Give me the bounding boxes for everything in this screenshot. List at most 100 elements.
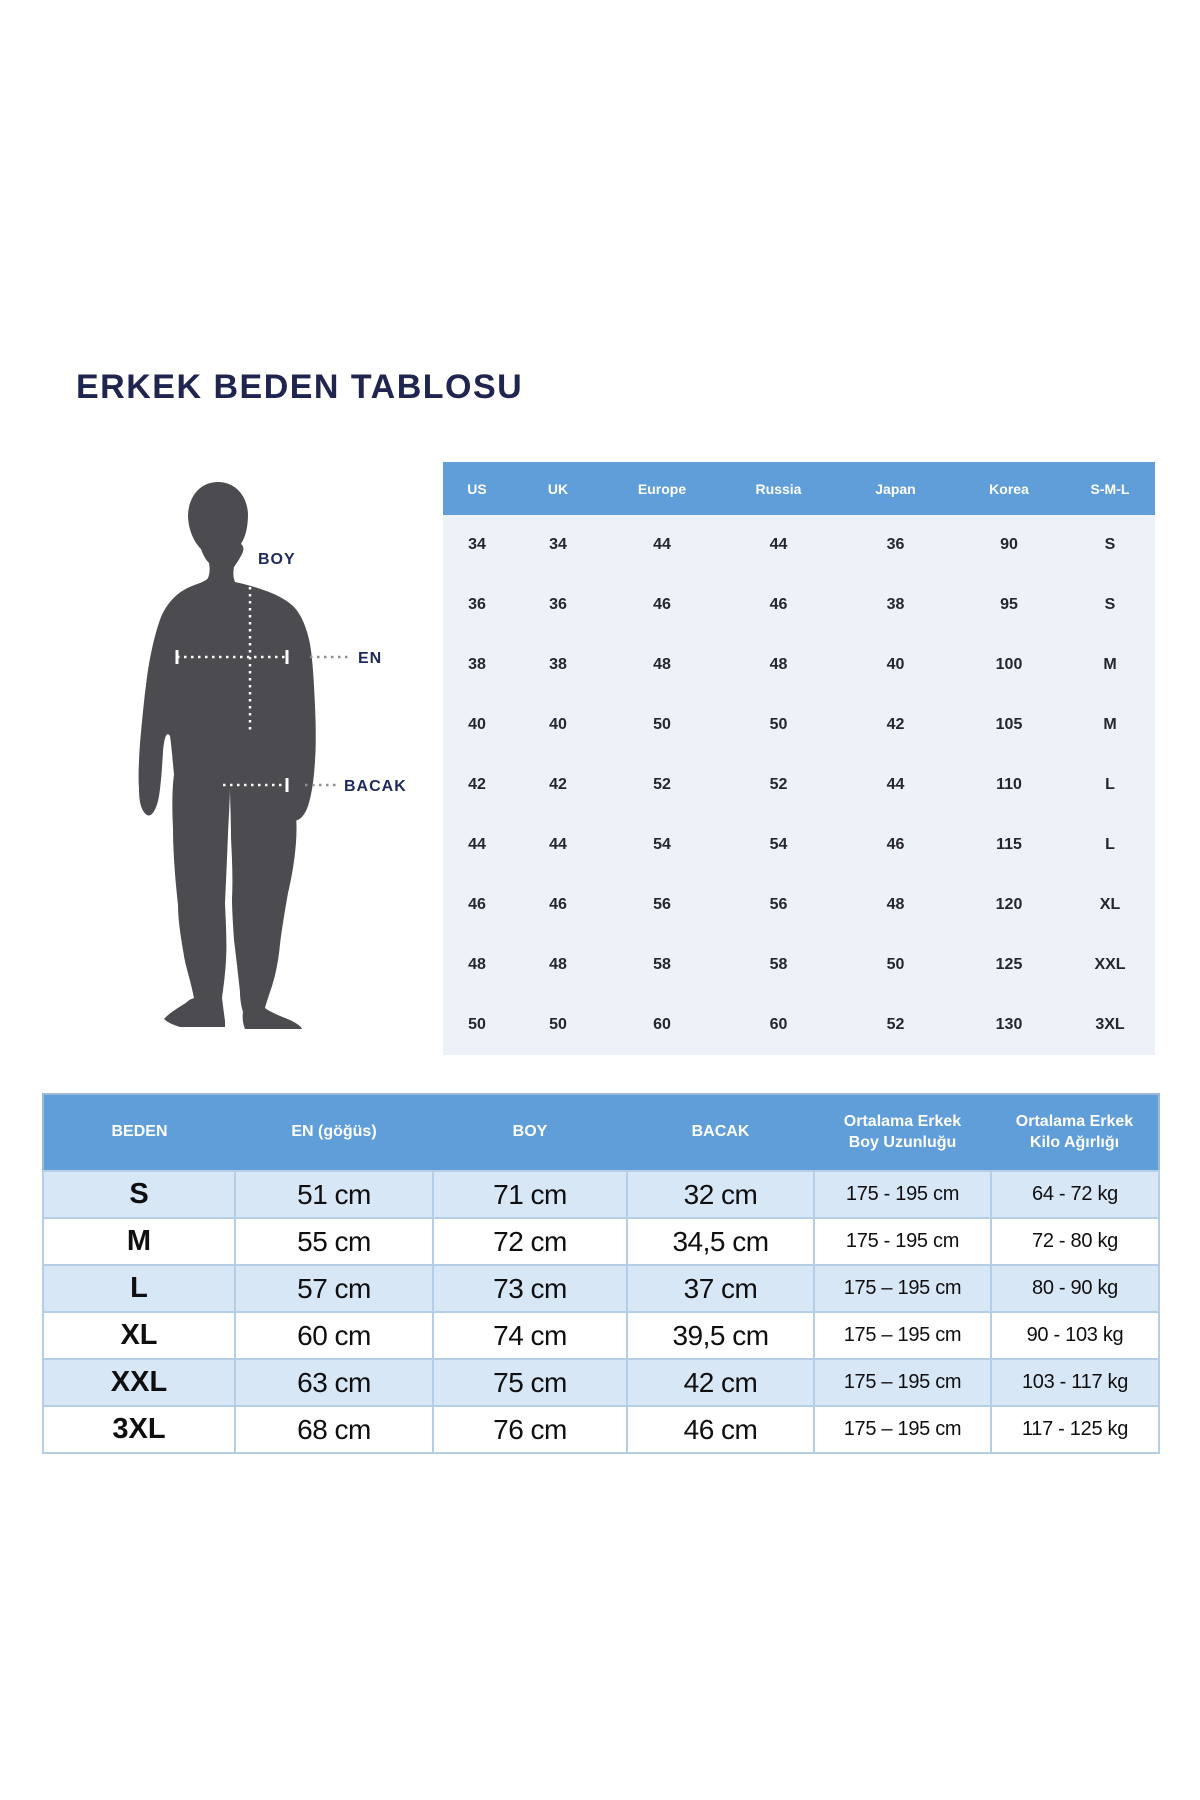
cell: 42 <box>838 695 953 755</box>
table-row: 36 36 46 46 38 95 S <box>443 575 1155 635</box>
cell: 60 <box>605 995 719 1055</box>
cell: M <box>1065 695 1155 755</box>
cell: 175 – 195 cm <box>813 1405 992 1454</box>
cell: 36 <box>511 575 605 635</box>
cell: 50 <box>511 995 605 1055</box>
col-header-beden: BEDEN <box>43 1094 235 1171</box>
cell: 60 cm <box>234 1311 434 1360</box>
col-header-uk: UK <box>511 462 605 515</box>
cell: 50 <box>443 995 511 1055</box>
cell: 46 <box>511 875 605 935</box>
width-label: EN <box>358 650 382 667</box>
cell: 90 <box>953 515 1065 575</box>
size-label: S <box>42 1170 236 1219</box>
cell: 34 <box>443 515 511 575</box>
cell: 175 – 195 cm <box>813 1264 992 1313</box>
col-header-korea: Korea <box>953 462 1065 515</box>
cell: 48 <box>605 635 719 695</box>
male-silhouette-svg: BOY EN BACAK <box>138 482 406 1029</box>
col-header-en-gogus: EN (göğüs) <box>235 1094 433 1171</box>
col-header-boy: BOY <box>433 1094 627 1171</box>
measurement-table: BEDEN EN (göğüs) BOY BACAK Ortalama Erke… <box>42 1093 1160 1454</box>
cell: XXL <box>1065 935 1155 995</box>
cell: 38 <box>443 635 511 695</box>
cell: 130 <box>953 995 1065 1055</box>
cell: 75 cm <box>432 1358 628 1407</box>
table-row: M 55 cm 72 cm 34,5 cm 175 - 195 cm 72 - … <box>42 1217 1160 1266</box>
cell: 58 <box>719 935 838 995</box>
cell: 56 <box>605 875 719 935</box>
cell: 46 cm <box>626 1405 815 1454</box>
cell: 125 <box>953 935 1065 995</box>
cell: 58 <box>605 935 719 995</box>
cell: 52 <box>605 755 719 815</box>
col-header-avg-height: Ortalama Erkek Boy Uzunluğu <box>814 1094 991 1171</box>
cell: XL <box>1065 875 1155 935</box>
table-row: 40 40 50 50 42 105 M <box>443 695 1155 755</box>
cell: 117 - 125 kg <box>990 1405 1160 1454</box>
cell: 46 <box>719 575 838 635</box>
cell: 48 <box>511 935 605 995</box>
col-header-japan: Japan <box>838 462 953 515</box>
table-row: XL 60 cm 74 cm 39,5 cm 175 – 195 cm 90 -… <box>42 1311 1160 1360</box>
cell: 50 <box>605 695 719 755</box>
cell: 105 <box>953 695 1065 755</box>
cell: 74 cm <box>432 1311 628 1360</box>
cell: 71 cm <box>432 1170 628 1219</box>
cell: 56 <box>719 875 838 935</box>
male-body-silhouette <box>138 482 316 1029</box>
cell: 110 <box>953 755 1065 815</box>
cell: 32 cm <box>626 1170 815 1219</box>
cell: 48 <box>443 935 511 995</box>
table-row: 42 42 52 52 44 110 L <box>443 755 1155 815</box>
size-label: XL <box>42 1311 236 1360</box>
cell: 64 - 72 kg <box>990 1170 1160 1219</box>
table-row: L 57 cm 73 cm 37 cm 175 – 195 cm 80 - 90… <box>42 1264 1160 1313</box>
cell: 175 – 195 cm <box>813 1358 992 1407</box>
cell: 42 <box>511 755 605 815</box>
cell: L <box>1065 815 1155 875</box>
size-label: L <box>42 1264 236 1313</box>
cell: 42 <box>443 755 511 815</box>
conversion-header-row: US UK Europe Russia Japan Korea S-M-L <box>443 462 1155 515</box>
cell: 34 <box>511 515 605 575</box>
table-row: 34 34 44 44 36 90 S <box>443 515 1155 575</box>
table-row: 48 48 58 58 50 125 XXL <box>443 935 1155 995</box>
cell: 44 <box>719 515 838 575</box>
cell: 55 cm <box>234 1217 434 1266</box>
col-header-russia: Russia <box>719 462 838 515</box>
cell: 34,5 cm <box>626 1217 815 1266</box>
cell: 38 <box>511 635 605 695</box>
cell: 72 cm <box>432 1217 628 1266</box>
cell: 72 - 80 kg <box>990 1217 1160 1266</box>
cell: 46 <box>443 875 511 935</box>
cell: 36 <box>443 575 511 635</box>
table-row: S 51 cm 71 cm 32 cm 175 - 195 cm 64 - 72… <box>42 1170 1160 1219</box>
cell: 44 <box>605 515 719 575</box>
cell: 3XL <box>1065 995 1155 1055</box>
international-size-table: US UK Europe Russia Japan Korea S-M-L 34… <box>443 462 1155 1055</box>
cell: 175 - 195 cm <box>813 1217 992 1266</box>
cell: 54 <box>719 815 838 875</box>
cell: 115 <box>953 815 1065 875</box>
table-row: 46 46 56 56 48 120 XL <box>443 875 1155 935</box>
cell: 50 <box>838 935 953 995</box>
cell: S <box>1065 515 1155 575</box>
cell: S <box>1065 575 1155 635</box>
cell: 60 <box>719 995 838 1055</box>
table-row: 3XL 68 cm 76 cm 46 cm 175 – 195 cm 117 -… <box>42 1405 1160 1454</box>
cell: 40 <box>443 695 511 755</box>
table-row: 44 44 54 54 46 115 L <box>443 815 1155 875</box>
cell: 95 <box>953 575 1065 635</box>
cell: 40 <box>511 695 605 755</box>
cell: 44 <box>511 815 605 875</box>
height-label: BOY <box>258 551 296 568</box>
cell: 50 <box>719 695 838 755</box>
cell: 48 <box>838 875 953 935</box>
cell: 39,5 cm <box>626 1311 815 1360</box>
cell: 80 - 90 kg <box>990 1264 1160 1313</box>
cell: 42 cm <box>626 1358 815 1407</box>
cell: 48 <box>719 635 838 695</box>
table-row: 38 38 48 48 40 100 M <box>443 635 1155 695</box>
cell: 37 cm <box>626 1264 815 1313</box>
